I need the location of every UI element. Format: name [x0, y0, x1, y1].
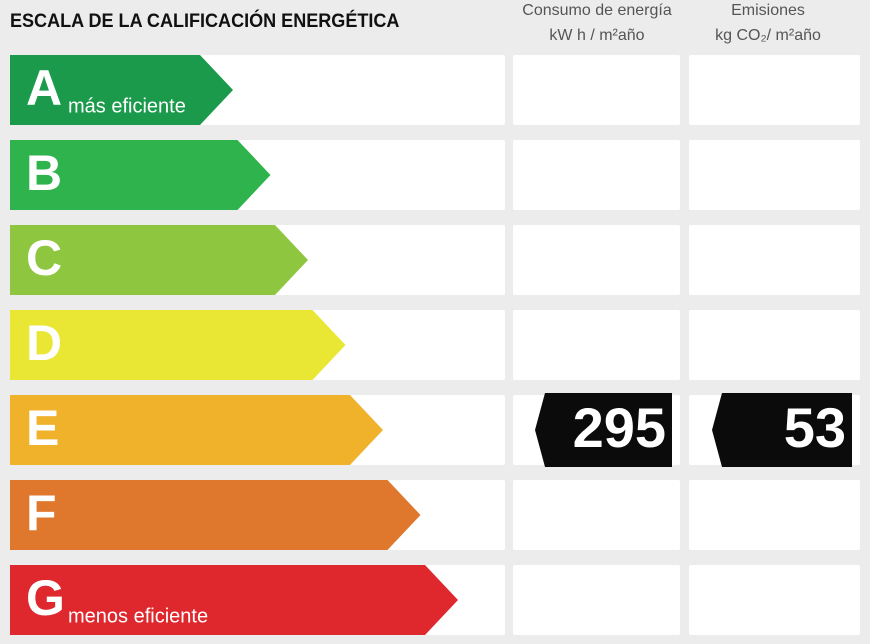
- value-cell: [513, 225, 680, 295]
- rated-value: 53: [784, 396, 846, 459]
- rating-arrow: [10, 225, 308, 295]
- value-cell: [513, 480, 680, 550]
- value-badge: [712, 393, 852, 467]
- value-cell: [513, 310, 680, 380]
- rating-arrow: [10, 310, 346, 380]
- rating-letter: B: [26, 145, 62, 201]
- rating-arrow: [10, 565, 458, 635]
- rating-arrow: [10, 55, 233, 125]
- column-name: Emisiones: [731, 2, 805, 19]
- rating-arrow: [10, 480, 421, 550]
- rating-letter: F: [26, 485, 57, 541]
- value-cell: [513, 55, 680, 125]
- value-cell: [689, 55, 860, 125]
- rating-letter: G: [26, 570, 65, 626]
- rating-letter: D: [26, 315, 62, 371]
- value-cell: [513, 565, 680, 635]
- rating-arrow: [10, 395, 383, 465]
- title: ESCALA DE LA CALIFICACIÓN ENERGÉTICA: [10, 10, 399, 32]
- column-unit: kW h / m²año: [549, 27, 644, 44]
- rating-letter: E: [26, 400, 59, 456]
- rating-letter: C: [26, 230, 62, 286]
- value-badge: [535, 393, 672, 467]
- rating-arrow: [10, 140, 271, 210]
- value-cell: [513, 140, 680, 210]
- rating-note: menos eficiente: [68, 605, 208, 627]
- value-cell: [689, 140, 860, 210]
- value-cell: [689, 565, 860, 635]
- rating-letter: A: [26, 60, 62, 116]
- value-cell: [689, 310, 860, 380]
- value-cell: [689, 480, 860, 550]
- column-name: Consumo de energía: [522, 2, 672, 19]
- value-cell: [689, 225, 860, 295]
- column-unit: kg CO₂/ m²año: [715, 27, 821, 44]
- rated-value: 295: [573, 396, 666, 459]
- rating-note: más eficiente: [68, 95, 186, 117]
